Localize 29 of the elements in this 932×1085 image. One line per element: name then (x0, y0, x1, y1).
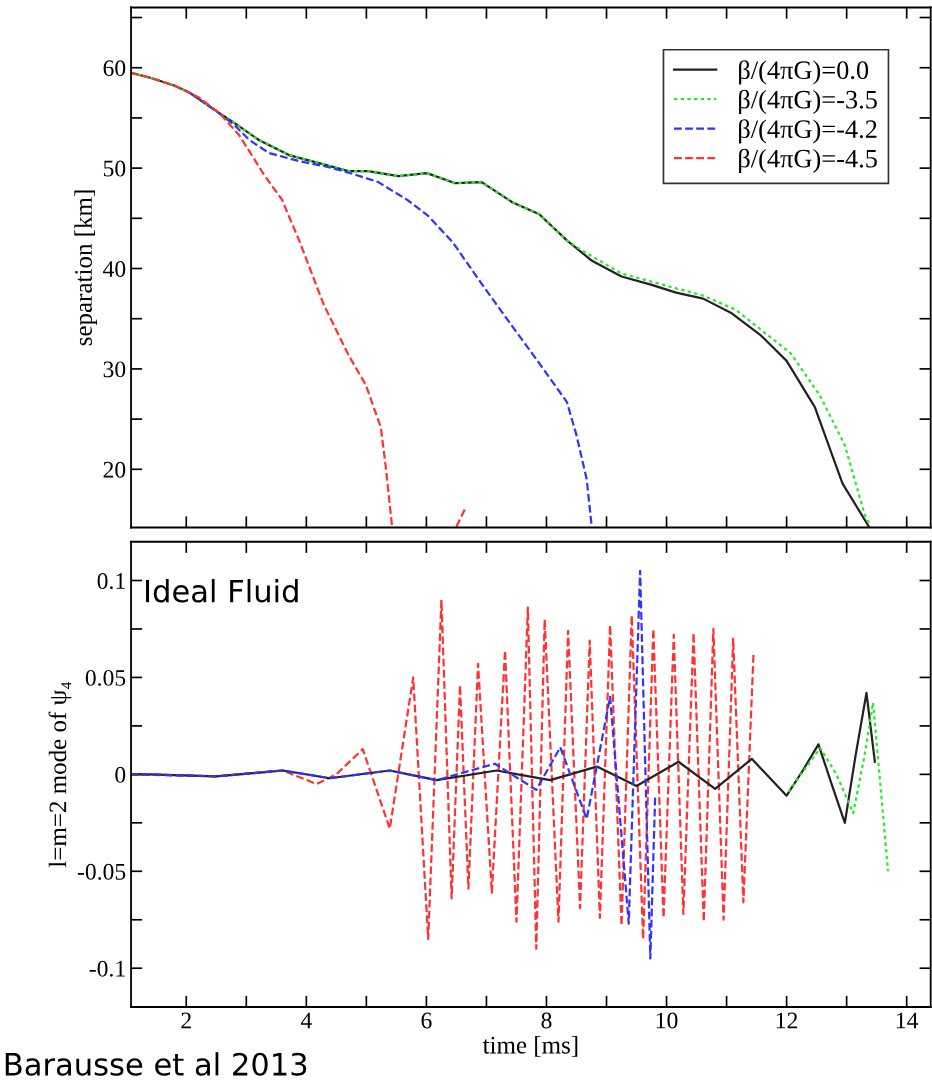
x-tick-label: 8 (541, 1012, 552, 1029)
y-tick-label: 20 (103, 461, 126, 478)
legend-label: β/(4πG)=-4.5 (739, 148, 877, 173)
line-series (787, 701, 890, 873)
annotation: Ideal Fluid (146, 578, 298, 603)
y-tick-label: 50 (103, 160, 126, 177)
y-tick-label: 0.1 (97, 573, 125, 590)
y-tick-label: 40 (103, 261, 126, 277)
legend-label: β/(4πG)=0.0 (739, 60, 869, 85)
y-tick-label: -0.1 (89, 960, 125, 977)
y-axis-title: separation [km] (74, 190, 98, 346)
line-series (131, 569, 657, 960)
y-tick-label: 0.05 (85, 669, 126, 686)
line-series (188, 91, 593, 526)
x-tick-label: 10 (656, 1012, 678, 1029)
y-tick-label: 60 (103, 60, 126, 77)
x-tick-label: 2 (181, 1012, 191, 1029)
x-tick-label: 4 (300, 1012, 312, 1029)
y-tick-label: 0 (115, 766, 126, 783)
x-tick-label: 6 (421, 1012, 432, 1029)
y-tick-label: -0.05 (77, 863, 126, 880)
y-tick-label: 30 (103, 361, 126, 378)
x-tick-label: 12 (776, 1012, 798, 1029)
text: Barausse et al 2013 (5, 1052, 307, 1076)
legend-label: β/(4πG)=-3.5 (739, 89, 877, 114)
y-axis-title: l=m=2 mode of ψ₄ (48, 681, 72, 868)
legend-label: β/(4πG)=-4.2 (739, 119, 877, 144)
x-axis-title: time [ms] (482, 1036, 578, 1057)
x-tick-label: 14 (896, 1012, 919, 1029)
